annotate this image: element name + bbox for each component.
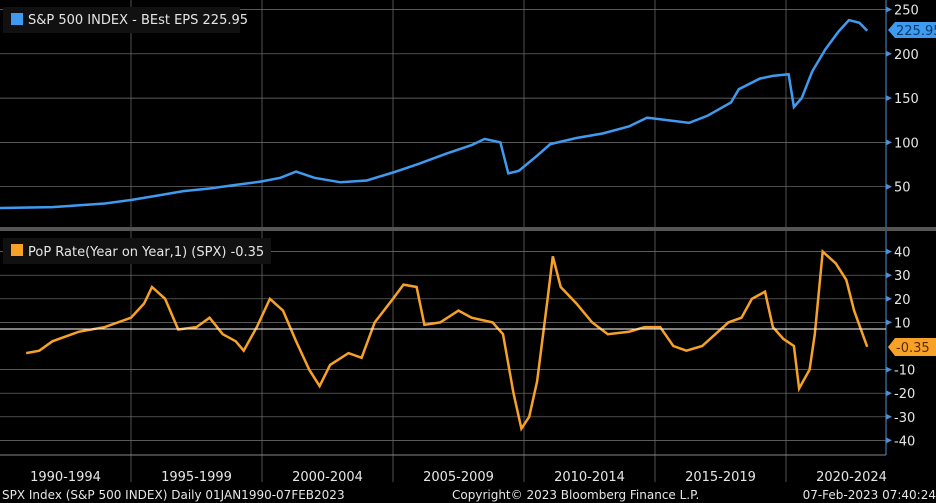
yoy-legend-label: PoP Rate(Year on Year,1) (SPX) -0.35 (28, 245, 264, 260)
y-tick-label: 150 (894, 92, 919, 107)
axis-tick-marker (886, 50, 892, 57)
x-tick-label: 2010-2014 (554, 470, 625, 485)
axis-tick-marker (886, 390, 892, 397)
y-tick-label: -10 (894, 364, 915, 379)
yoy-legend-swatch (11, 244, 23, 256)
y-tick-label: 200 (894, 48, 919, 63)
yoy-legend: PoP Rate(Year on Year,1) (SPX) -0.35 (3, 238, 271, 264)
footer-security-info: SPX Index (S&P 500 INDEX) Daily 01JAN199… (2, 488, 345, 502)
y-tick-label: 10 (894, 316, 911, 331)
y-tick-label: -20 (894, 387, 915, 402)
eps-legend-label: S&P 500 INDEX - BEst EPS 225.95 (28, 13, 248, 28)
x-tick-label: 2020-2024 (816, 470, 887, 485)
yoy-series-line (25, 249, 869, 432)
footer-copyright: Copyright© 2023 Bloomberg Finance L.P. (452, 488, 699, 502)
x-tick-label: 1995-1999 (161, 470, 232, 485)
y-tick-label: -30 (894, 411, 915, 426)
axis-tick-marker (886, 319, 892, 326)
axis-tick-marker (886, 295, 892, 302)
y-tick-label: 40 (894, 246, 911, 261)
axis-tick-marker (886, 183, 892, 190)
axis-tick-marker (886, 272, 892, 279)
y-tick-label: -40 (894, 434, 915, 449)
yoy-last-value: -0.35 (896, 341, 930, 356)
yoy-last-value-badge: -0.35 (888, 338, 936, 356)
axis-tick-marker (886, 139, 892, 146)
panel-divider[interactable] (0, 227, 936, 231)
axis-tick-marker (886, 248, 892, 255)
y-tick-label: 100 (894, 136, 919, 151)
axis-tick-marker (886, 366, 892, 373)
x-tick-label: 1990-1994 (30, 470, 101, 485)
y-tick-label: 20 (894, 293, 911, 308)
y-tick-label: 250 (894, 4, 919, 19)
y-tick-label: 50 (894, 181, 911, 196)
x-tick-label: 2015-2019 (685, 470, 756, 485)
axis-tick-marker (886, 95, 892, 102)
eps-legend: S&P 500 INDEX - BEst EPS 225.95 (3, 7, 248, 33)
axis-tick-marker (886, 413, 892, 420)
x-tick-label: 2000-2004 (292, 470, 363, 485)
eps-legend-swatch (11, 13, 23, 25)
footer-timestamp: 07-Feb-2023 07:40:24 (803, 488, 936, 502)
eps-series-line (0, 18, 869, 210)
y-tick-label: 30 (894, 269, 911, 284)
eps-last-value: 225.95 (896, 24, 936, 39)
axis-tick-marker (886, 437, 892, 444)
eps-last-value-badge: 225.95 (888, 22, 936, 39)
axis-tick-marker (886, 6, 892, 13)
x-tick-label: 2005-2009 (423, 470, 494, 485)
